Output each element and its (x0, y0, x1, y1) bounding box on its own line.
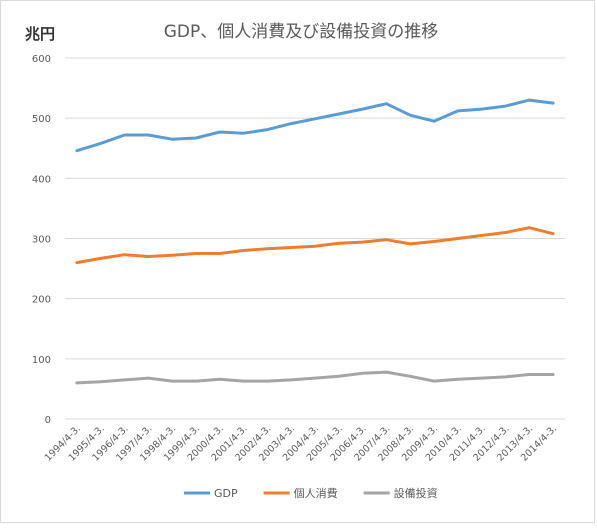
series-line-0 (75, 98, 555, 153)
series-line-2 (75, 370, 555, 385)
y-tick-label: 500 (32, 114, 51, 125)
y-tick-label: 600 (32, 54, 51, 65)
chart-title: GDP、個人消費及び設備投資の推移 (164, 22, 439, 42)
y-tick-label: 300 (32, 235, 51, 246)
y-tick-label: 100 (32, 355, 51, 366)
series-lines (75, 98, 555, 385)
legend-label-1: 個人消費 (294, 486, 338, 500)
y-tick-label: 200 (32, 295, 51, 306)
legend-label-2: 設備投資 (394, 486, 438, 500)
legend: GDP 個人消費 設備投資 (184, 486, 438, 500)
y-axis-tick-labels: 0 100 200 300 400 500 600 (32, 54, 51, 426)
legend-label-0: GDP (214, 487, 238, 500)
unit-label: 兆円 (25, 25, 55, 43)
y-tick-label: 0 (45, 415, 51, 426)
gridlines (65, 57, 565, 420)
x-axis-tick-labels: 1994/4-3.1995/4-3.1996/4-3.1997/4-3.1998… (43, 423, 559, 463)
y-tick-label: 400 (32, 174, 51, 185)
series-line-1 (75, 226, 555, 265)
